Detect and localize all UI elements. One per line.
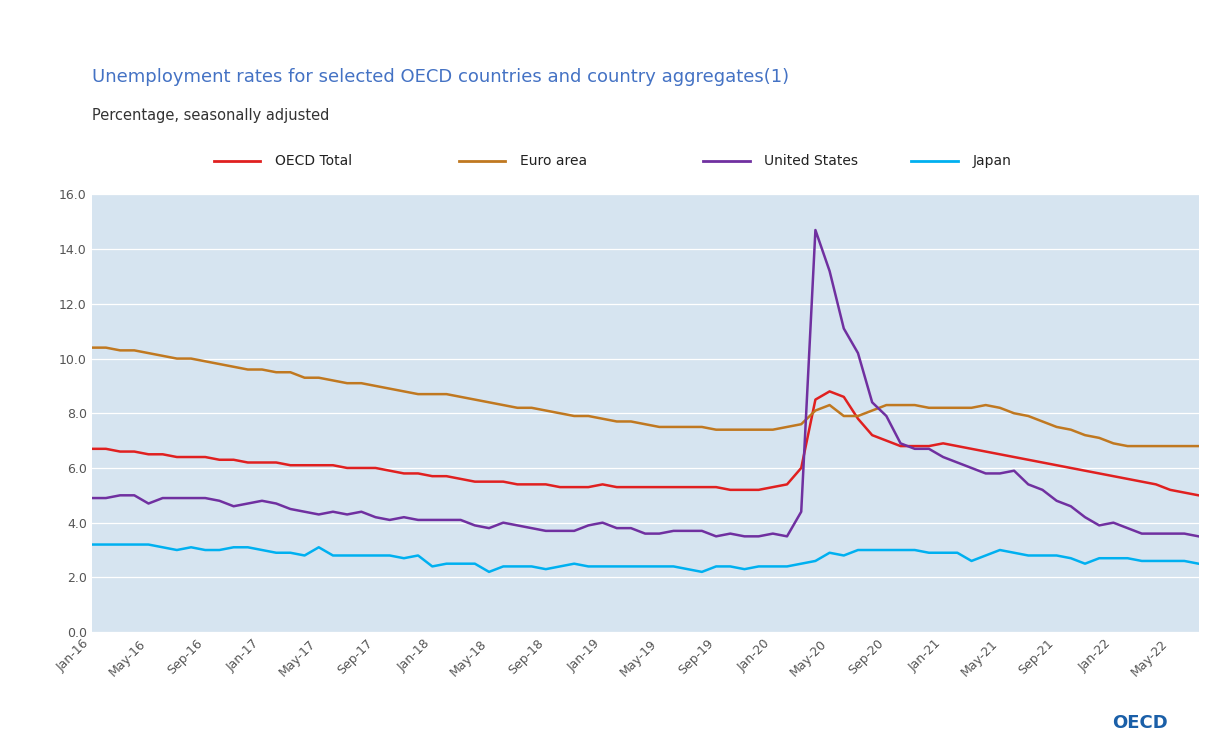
Text: United States: United States xyxy=(764,154,859,168)
Text: Unemployment rates for selected OECD countries and country aggregates(1): Unemployment rates for selected OECD cou… xyxy=(92,68,789,86)
Text: OECD Total: OECD Total xyxy=(275,154,352,168)
Text: OECD: OECD xyxy=(1112,714,1168,732)
Text: Euro area: Euro area xyxy=(520,154,587,168)
Text: Japan: Japan xyxy=(972,154,1011,168)
Text: Percentage, seasonally adjusted: Percentage, seasonally adjusted xyxy=(92,108,329,123)
